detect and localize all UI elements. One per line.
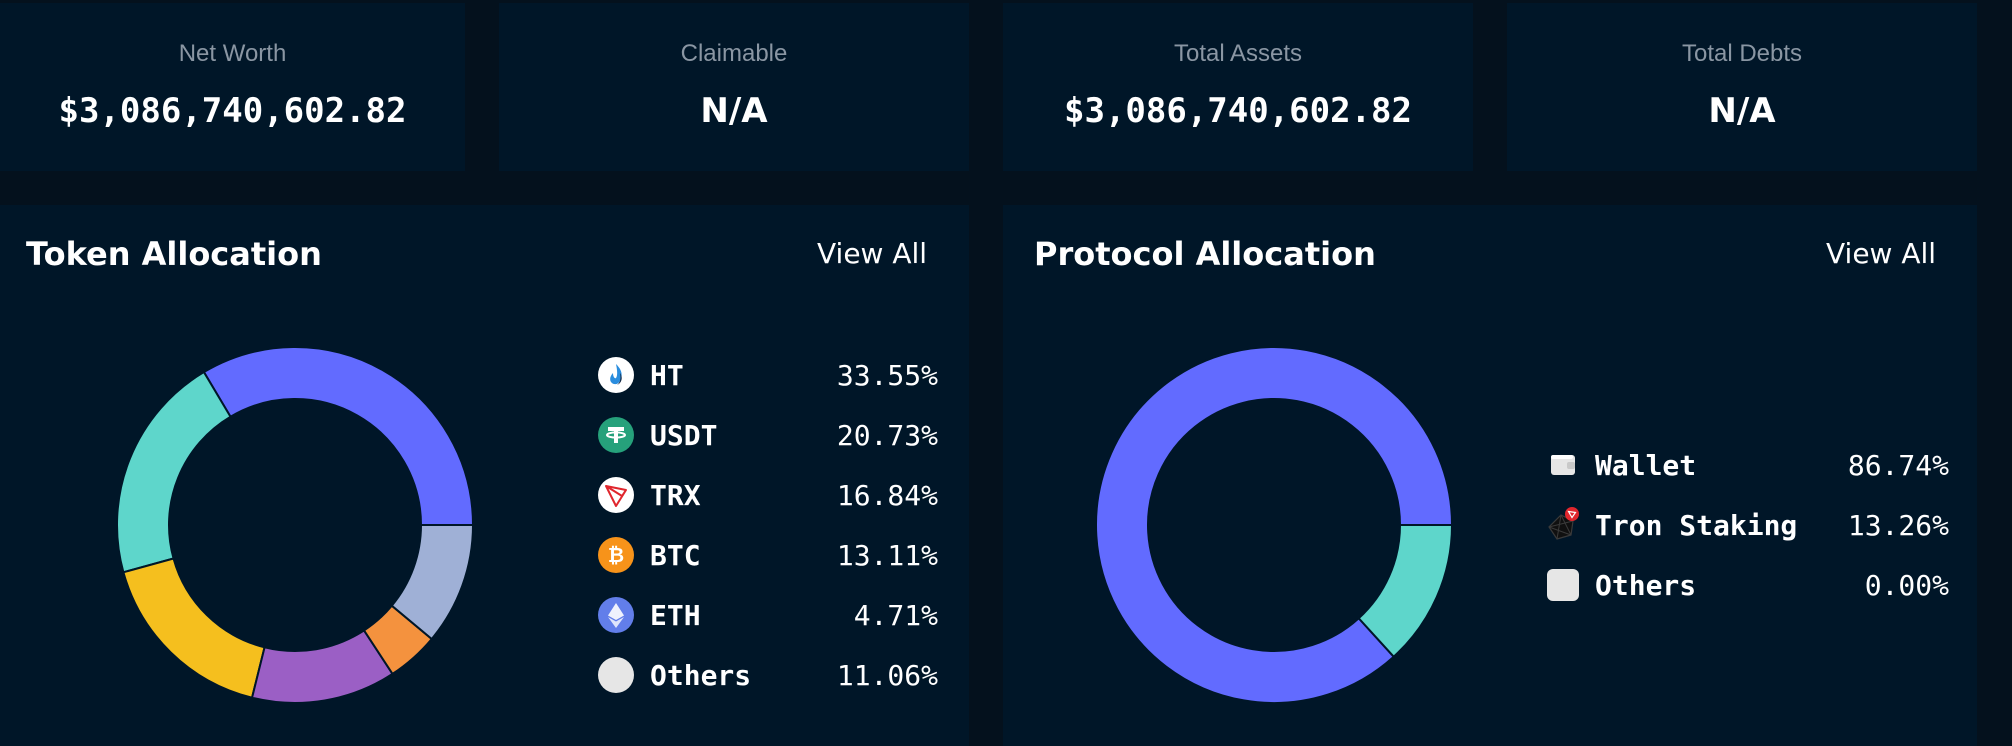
token-allocation-donut-chart bbox=[116, 346, 475, 704]
others-icon bbox=[1545, 567, 1581, 603]
slice-tron-staking[interactable] bbox=[1357, 524, 1454, 659]
panel-title: Token Allocation bbox=[26, 235, 322, 273]
legend-label: USDT bbox=[650, 418, 718, 452]
protocol-allocation-panel: Protocol Allocation View All Wallet 86.74… bbox=[1003, 205, 1977, 746]
legend-label: Wallet bbox=[1595, 448, 1697, 482]
legend-row-ht[interactable]: HT 33.55% bbox=[598, 353, 938, 397]
slice-wallet[interactable] bbox=[1095, 346, 1454, 704]
legend-label: BTC bbox=[650, 538, 701, 572]
legend-row-tron-staking[interactable]: Tron Staking 13.26% bbox=[1545, 503, 1949, 547]
svg-text:₿: ₿ bbox=[608, 543, 624, 567]
stat-value: N/A bbox=[700, 91, 768, 131]
legend-row-eth[interactable]: ETH 4.71% bbox=[598, 593, 938, 637]
total-debts-card: Total Debts N/A bbox=[1507, 3, 1977, 171]
legend-percent: 33.55% bbox=[836, 358, 938, 392]
legend-row-others[interactable]: Others 11.06% bbox=[598, 653, 938, 697]
usdt-icon bbox=[598, 417, 634, 453]
stat-label: Net Worth bbox=[178, 40, 287, 67]
stat-value: N/A bbox=[1708, 91, 1776, 131]
tron-staking-icon bbox=[1545, 507, 1581, 543]
legend-percent: 11.06% bbox=[836, 658, 938, 692]
stat-label: Claimable bbox=[680, 40, 788, 67]
slice-usdt[interactable] bbox=[116, 370, 232, 574]
net-worth-card: Net Worth $3,086,740,602.82 bbox=[0, 3, 465, 171]
eth-icon bbox=[598, 597, 634, 633]
trx-icon bbox=[598, 477, 634, 513]
protocol-allocation-donut-chart bbox=[1095, 346, 1454, 704]
view-all-button[interactable]: View All bbox=[1826, 237, 1937, 270]
others-icon bbox=[598, 657, 634, 693]
legend-percent: 4.71% bbox=[853, 598, 938, 632]
stat-label: Total Debts bbox=[1681, 40, 1803, 67]
slice-ht[interactable] bbox=[202, 346, 475, 526]
legend-percent: 16.84% bbox=[836, 478, 938, 512]
stat-label: Total Assets bbox=[1173, 40, 1303, 67]
claimable-card: Claimable N/A bbox=[499, 3, 969, 171]
legend-label: TRX bbox=[650, 478, 701, 512]
stat-value: $3,086,740,602.82 bbox=[1064, 91, 1412, 131]
total-assets-card: Total Assets $3,086,740,602.82 bbox=[1003, 3, 1473, 171]
legend-label: HT bbox=[650, 358, 684, 392]
btc-icon: ₿ bbox=[598, 537, 634, 573]
ht-icon bbox=[598, 357, 634, 393]
slice-others[interactable] bbox=[390, 524, 475, 641]
legend-percent: 86.74% bbox=[1847, 448, 1949, 482]
view-all-button[interactable]: View All bbox=[817, 237, 928, 270]
legend-percent: 13.26% bbox=[1847, 508, 1949, 542]
wallet-icon bbox=[1545, 447, 1581, 483]
panel-title: Protocol Allocation bbox=[1034, 235, 1376, 273]
legend-label: Others bbox=[650, 658, 752, 692]
legend-row-others[interactable]: Others 0.00% bbox=[1545, 563, 1949, 607]
legend-label: Tron Staking bbox=[1595, 508, 1798, 542]
legend-percent: 13.11% bbox=[836, 538, 938, 572]
legend-row-usdt[interactable]: USDT 20.73% bbox=[598, 413, 938, 457]
slice-trx[interactable] bbox=[122, 557, 266, 699]
legend-percent: 20.73% bbox=[836, 418, 938, 452]
token-allocation-panel: Token Allocation View All HT 33.55% USDT 20… bbox=[0, 205, 969, 746]
legend-row-trx[interactable]: TRX 16.84% bbox=[598, 473, 938, 517]
legend-row-btc[interactable]: ₿ BTC 13.11% bbox=[598, 533, 938, 577]
legend-label: Others bbox=[1595, 568, 1697, 602]
legend-label: ETH bbox=[650, 598, 701, 632]
legend-row-wallet[interactable]: Wallet 86.74% bbox=[1545, 443, 1949, 487]
legend-percent: 0.00% bbox=[1864, 568, 1949, 602]
stat-value: $3,086,740,602.82 bbox=[58, 91, 407, 131]
